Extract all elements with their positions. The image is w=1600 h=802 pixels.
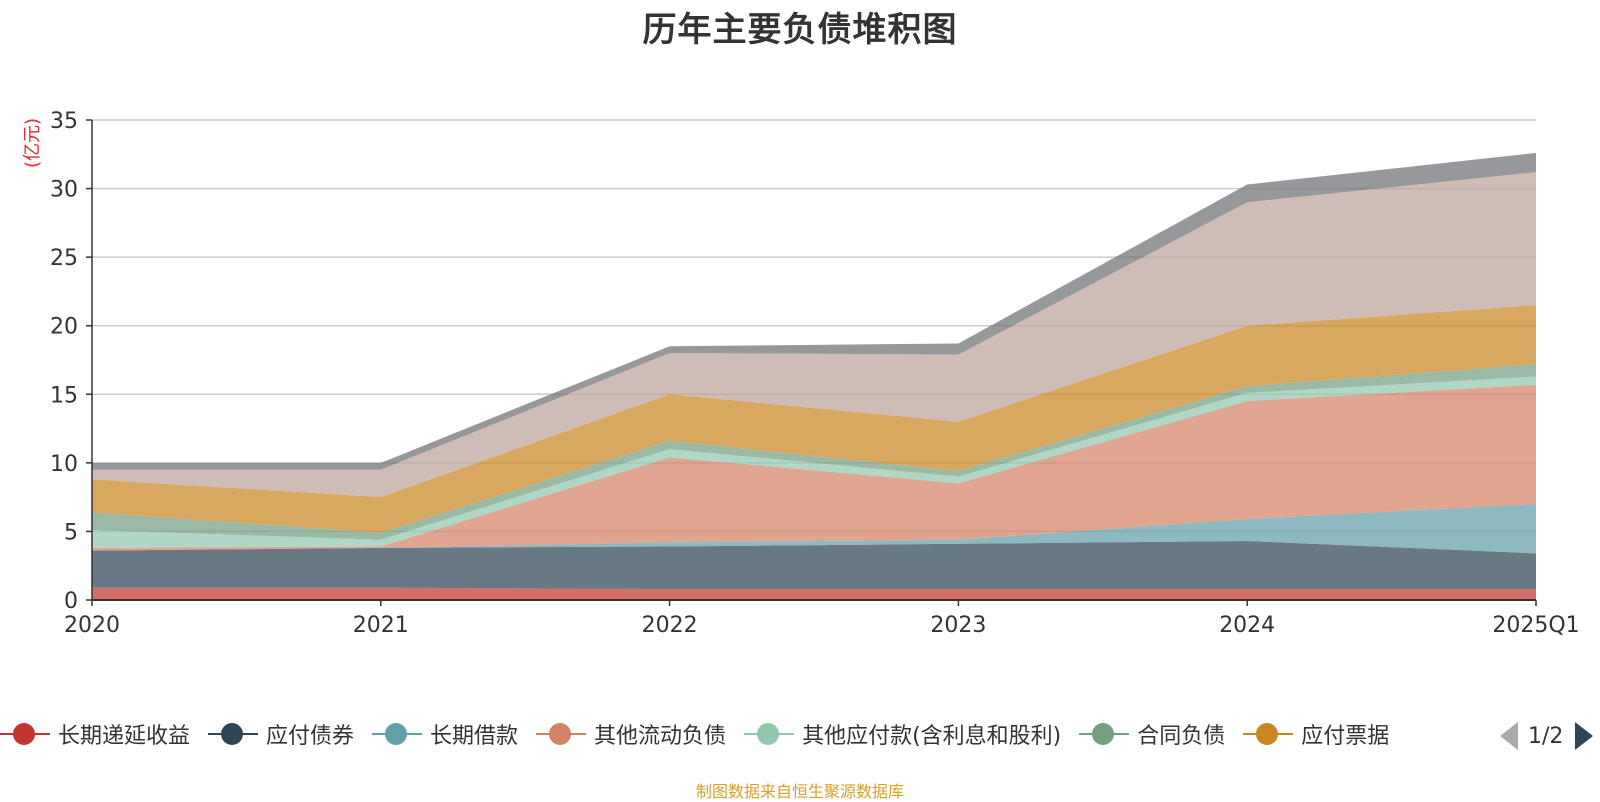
data-source-note: 制图数据来自恒生聚源数据库 <box>695 782 904 801</box>
legend-marker-icon <box>1243 721 1294 747</box>
legend-marker-icon <box>208 721 259 747</box>
stacked-area-chart: 0 5 10 15 20 25 30 35 2020 2021 2022 2023 2024 2025Q1… <box>22 109 1580 638</box>
legend-label: 应付债券 <box>266 724 355 749</box>
x-tick-label: 2020 <box>64 613 120 638</box>
area-series <box>92 152 1536 600</box>
x-tick-label: 2025Q1 <box>1492 613 1579 638</box>
legend-page-indicator: 1/2 <box>1528 723 1564 749</box>
area-合同负债 <box>92 364 1536 540</box>
area-长期递延收益 <box>92 587 1536 600</box>
axes: 0 5 10 15 20 25 30 35 2020 2021 2022 2023 2024 2025Q1 <box>50 109 1580 638</box>
legend-item[interactable]: 其他流动负债 <box>536 716 726 752</box>
area-短期借款 <box>92 152 1536 470</box>
area-长期借款 <box>92 504 1536 554</box>
legend-label: 应付票据 <box>1301 724 1390 749</box>
area-应付票据 <box>92 305 1536 533</box>
legend-marker-icon <box>744 721 795 747</box>
x-tick-label: 2022 <box>642 613 698 638</box>
legend-label: 其他流动负债 <box>594 724 727 749</box>
legend-item[interactable]: 应付票据 <box>1243 716 1389 752</box>
previous-page-icon[interactable] <box>1500 722 1518 750</box>
x-tick-label: 2024 <box>1219 613 1275 638</box>
legend-label: 长期递延收益 <box>58 724 191 749</box>
y-tick-label: 30 <box>50 178 78 203</box>
legend-item[interactable]: 合同负债 <box>1079 716 1225 752</box>
y-tick-label: 5 <box>64 520 78 545</box>
legend-item[interactable]: 其他应付款(含利息和股利) <box>744 716 1061 752</box>
y-tick-label: 35 <box>50 109 78 134</box>
legend-item[interactable]: 应付债券 <box>208 716 354 752</box>
y-tick-label: 0 <box>64 589 78 614</box>
legend-marker-icon <box>372 721 423 747</box>
area-应付账款 <box>92 172 1536 498</box>
legend-item[interactable]: 长期递延收益 <box>0 716 190 752</box>
legend-label: 合同负债 <box>1137 724 1226 749</box>
area-其他流动负债 <box>92 384 1536 551</box>
y-tick-label: 10 <box>50 452 78 477</box>
legend-marker-icon <box>0 721 50 747</box>
y-tick-label: 15 <box>50 383 78 408</box>
legend-label: 其他应付款(含利息和股利) <box>802 724 1062 749</box>
legend-marker-icon <box>1079 721 1130 747</box>
legend-item[interactable]: 长期借款 <box>372 716 518 752</box>
y-tick-label: 20 <box>50 315 78 340</box>
y-axis-label: (亿元) <box>22 118 43 168</box>
next-page-icon[interactable] <box>1575 722 1594 750</box>
legend-pager: 1/2 <box>1500 718 1600 754</box>
legend: 长期递延收益 应付债券 长期借款 其他流动负债 其他应付款(含利息和股利) 合同负债 应付票… <box>0 716 1485 756</box>
x-tick-label: 2021 <box>353 613 409 638</box>
y-tick-label: 25 <box>50 246 78 271</box>
chart-title: 历年主要负债堆积图 <box>642 10 958 50</box>
x-tick-label: 2023 <box>930 613 986 638</box>
legend-marker-icon <box>536 721 587 747</box>
area-应付债券 <box>92 541 1536 589</box>
area-其他应付款(含利息和股利) <box>92 376 1536 548</box>
legend-label: 长期借款 <box>430 724 519 749</box>
